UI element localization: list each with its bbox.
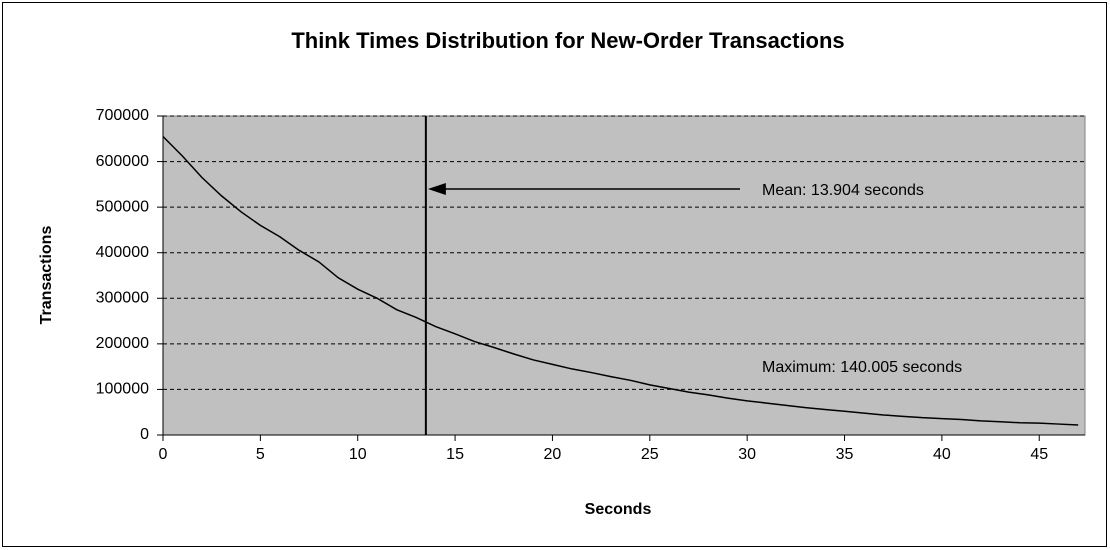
x-tick-label: 0 [159, 446, 168, 463]
mean-arrow-head [427, 183, 446, 195]
chart-title: Think Times Distribution for New-Order T… [291, 28, 844, 53]
x-tick-label: 10 [349, 446, 367, 463]
x-tick-label: 35 [836, 446, 854, 463]
x-tick-label: 15 [446, 446, 464, 463]
y-tick-label: 500000 [96, 198, 149, 215]
x-tick-label: 30 [738, 446, 756, 463]
annotation: Mean: 13.904 seconds [762, 182, 924, 199]
plot-area [162, 115, 1086, 436]
y-tick-label: 0 [140, 426, 149, 443]
x-tick-label: 45 [1030, 446, 1048, 463]
data-line [162, 135, 1079, 426]
y-axis-label: Transactions [38, 226, 55, 325]
annotation: Maximum: 140.005 seconds [762, 359, 962, 376]
y-tick-label: 700000 [96, 107, 149, 124]
x-tick-label: 5 [256, 446, 265, 463]
y-tick-label: 200000 [96, 335, 149, 352]
x-tick-label: 20 [544, 446, 562, 463]
x-tick-label: 25 [641, 446, 659, 463]
x-axis-label: Seconds [585, 501, 652, 518]
y-tick-label: 100000 [96, 381, 149, 398]
x-tick-label: 40 [933, 446, 951, 463]
y-tick-label: 300000 [96, 290, 149, 307]
y-tick-label: 400000 [96, 244, 149, 261]
y-tick-label: 600000 [96, 153, 149, 170]
